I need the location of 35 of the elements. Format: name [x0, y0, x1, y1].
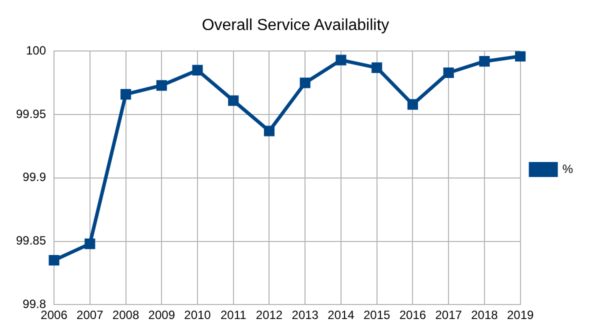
point: [156, 80, 167, 91]
x-tick-label: 2018: [471, 308, 498, 322]
point: [515, 51, 526, 62]
y-tick-label: 100: [26, 44, 46, 58]
point: [192, 64, 203, 76]
chart-title: Overall Service Availability: [202, 17, 390, 34]
y-tick-label: 99.9: [22, 170, 46, 184]
x-tick-label: 2010: [184, 308, 212, 322]
point: [372, 62, 382, 73]
x-tick-label: 2007: [76, 308, 104, 322]
x-tick-label: 2019: [506, 308, 534, 322]
x-tick-label: 2016: [399, 308, 426, 322]
point: [48, 254, 60, 266]
y-tick-label: 99.8: [22, 296, 46, 311]
point: [479, 56, 490, 67]
y-tick-label: 99.95: [16, 106, 46, 121]
x-tick-label: 2014: [328, 308, 355, 322]
x-tick-label: 2006: [40, 308, 68, 322]
x-tick-label: 2017: [435, 308, 462, 322]
x-tick-label: 2012: [256, 308, 283, 322]
legend-label: %: [562, 162, 574, 176]
y-tick-label: 99.85: [16, 234, 46, 248]
point: [84, 238, 96, 250]
point: [407, 99, 418, 110]
point: [300, 78, 310, 88]
x-tick-label: 2015: [364, 308, 391, 322]
point: [228, 95, 239, 106]
point: [443, 67, 454, 78]
x-tick-label: 2008: [112, 308, 140, 322]
point: [336, 54, 346, 66]
x-tick-label: 2011: [220, 308, 247, 322]
x-tick-label: 2013: [292, 308, 319, 322]
point: [264, 126, 275, 136]
point: [120, 88, 132, 100]
x-tick-label: 2009: [148, 308, 176, 322]
